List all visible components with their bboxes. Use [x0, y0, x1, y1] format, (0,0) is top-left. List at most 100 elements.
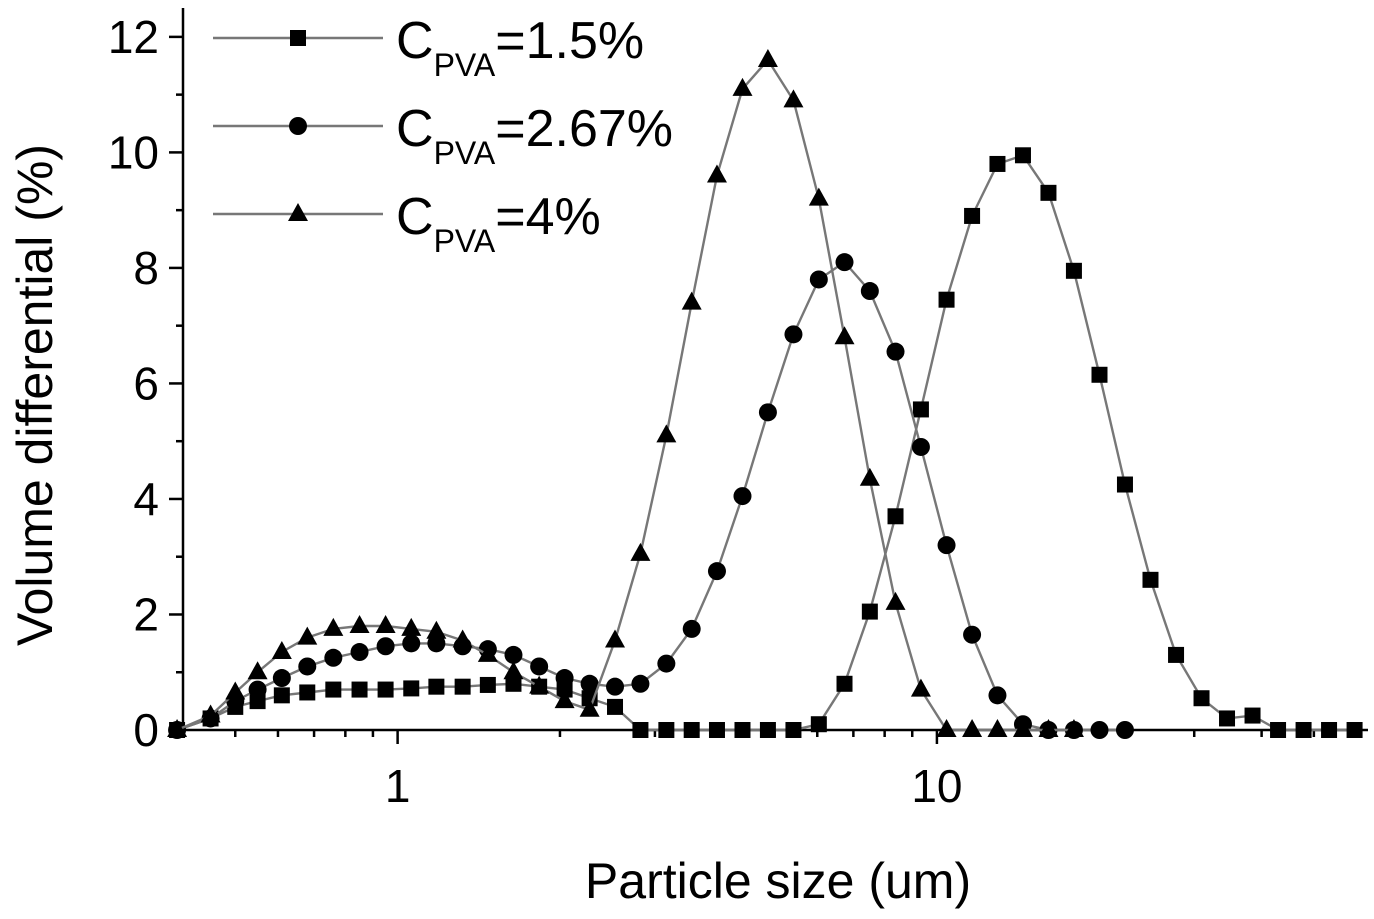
- x-tick-label: 1: [385, 760, 411, 812]
- data-point-triangle: [247, 661, 268, 680]
- data-point-circle: [860, 282, 879, 301]
- data-point-square: [912, 401, 929, 418]
- data-point-square: [785, 722, 802, 738]
- data-point-circle: [298, 657, 317, 676]
- data-point-circle: [784, 325, 803, 344]
- data-point-triangle: [936, 719, 957, 737]
- legend-item: CPVA=4%: [213, 188, 601, 259]
- data-point-square: [607, 698, 624, 715]
- data-point-circle: [504, 645, 523, 664]
- data-point-triangle: [271, 641, 292, 660]
- data-point-circle: [1115, 721, 1134, 739]
- data-point-circle: [657, 654, 676, 673]
- data-point-triangle: [1012, 719, 1033, 737]
- data-point-triangle: [529, 675, 550, 694]
- data-point-square: [1244, 707, 1261, 724]
- legend-marker-square: [290, 30, 306, 46]
- y-tick-label: 2: [133, 588, 159, 640]
- y-tick-label: 8: [133, 242, 159, 294]
- legend-marker-triangle: [288, 203, 308, 221]
- y-axis-title: Volume differential (%): [7, 144, 63, 646]
- data-point-triangle: [349, 615, 370, 634]
- data-point-square: [759, 722, 776, 738]
- plot-area: 0 2 4 6 8 10 12 1 10: [108, 8, 1368, 812]
- data-point-square: [810, 716, 827, 733]
- series-line: [176, 260, 1125, 732]
- legend-label: CPVA=1.5%: [396, 12, 644, 83]
- data-point-triangle: [808, 187, 829, 206]
- data-point-triangle: [605, 629, 626, 648]
- data-point-square: [708, 722, 725, 738]
- data-point-square: [1295, 722, 1312, 738]
- y-tick-label: 12: [108, 11, 159, 63]
- data-point-triangle: [1038, 719, 1059, 737]
- data-point-circle: [911, 437, 930, 456]
- data-point-circle: [886, 342, 905, 361]
- data-point-circle: [402, 634, 421, 653]
- series-line: [176, 58, 1074, 732]
- data-point-square: [454, 678, 471, 695]
- series-line: [176, 153, 1355, 732]
- data-point-circle: [1090, 721, 1109, 739]
- data-point-square: [1040, 184, 1057, 201]
- data-point-square: [989, 155, 1006, 172]
- data-point-triangle: [426, 620, 447, 639]
- series-layer: [167, 48, 1363, 739]
- data-point-triangle: [987, 719, 1008, 737]
- legend-item: CPVA=1.5%: [213, 12, 644, 83]
- data-point-square: [351, 681, 368, 698]
- series-triangle: [167, 48, 1084, 737]
- data-point-triangle: [732, 77, 753, 96]
- data-point-circle: [963, 625, 982, 644]
- data-point-circle: [350, 643, 369, 662]
- data-point-square: [658, 722, 675, 738]
- data-point-square: [479, 676, 496, 693]
- data-point-triangle: [477, 643, 498, 662]
- data-point-square: [1219, 710, 1236, 727]
- data-point-square: [683, 722, 700, 738]
- data-point-triangle: [630, 542, 651, 561]
- data-point-square: [325, 681, 342, 698]
- data-point-triangle: [554, 690, 575, 709]
- data-point-triangle: [910, 678, 931, 697]
- data-point-circle: [988, 686, 1007, 705]
- data-point-square: [1091, 366, 1108, 383]
- data-point-square: [1321, 722, 1338, 738]
- data-point-triangle: [859, 467, 880, 486]
- y-tick-label: 4: [133, 473, 159, 525]
- data-point-triangle: [1063, 719, 1084, 737]
- data-point-square: [632, 722, 649, 738]
- data-point-circle: [682, 619, 701, 638]
- data-point-triangle: [885, 591, 906, 610]
- data-point-circle: [530, 657, 549, 676]
- data-point-circle: [707, 562, 726, 581]
- data-point-square: [1065, 262, 1082, 279]
- series-circle: [168, 253, 1134, 739]
- y-tick-label: 10: [108, 126, 159, 178]
- x-axis-title: Particle size (um): [585, 853, 971, 909]
- y-axis-ticks: 0 2 4 6 8 10 12: [108, 11, 183, 756]
- data-point-triangle: [834, 326, 855, 345]
- legend-label: CPVA=4%: [396, 188, 601, 259]
- data-point-triangle: [783, 89, 804, 108]
- data-point-triangle: [656, 424, 677, 443]
- data-point-triangle: [757, 48, 778, 67]
- data-point-circle: [809, 270, 828, 289]
- data-point-square: [505, 675, 522, 692]
- data-point-triangle: [452, 629, 473, 648]
- data-point-triangle: [375, 615, 396, 634]
- data-point-square: [1193, 690, 1210, 707]
- data-point-square: [1168, 646, 1185, 663]
- data-point-circle: [248, 680, 267, 699]
- data-point-square: [861, 603, 878, 620]
- data-point-triangle: [167, 719, 188, 737]
- data-point-square: [403, 680, 420, 697]
- data-point-triangle: [579, 698, 600, 717]
- data-point-circle: [555, 669, 574, 688]
- data-point-square: [836, 675, 853, 692]
- series-square: [169, 147, 1363, 738]
- data-point-circle: [606, 677, 625, 696]
- data-point-triangle: [706, 164, 727, 183]
- data-point-square: [273, 687, 290, 704]
